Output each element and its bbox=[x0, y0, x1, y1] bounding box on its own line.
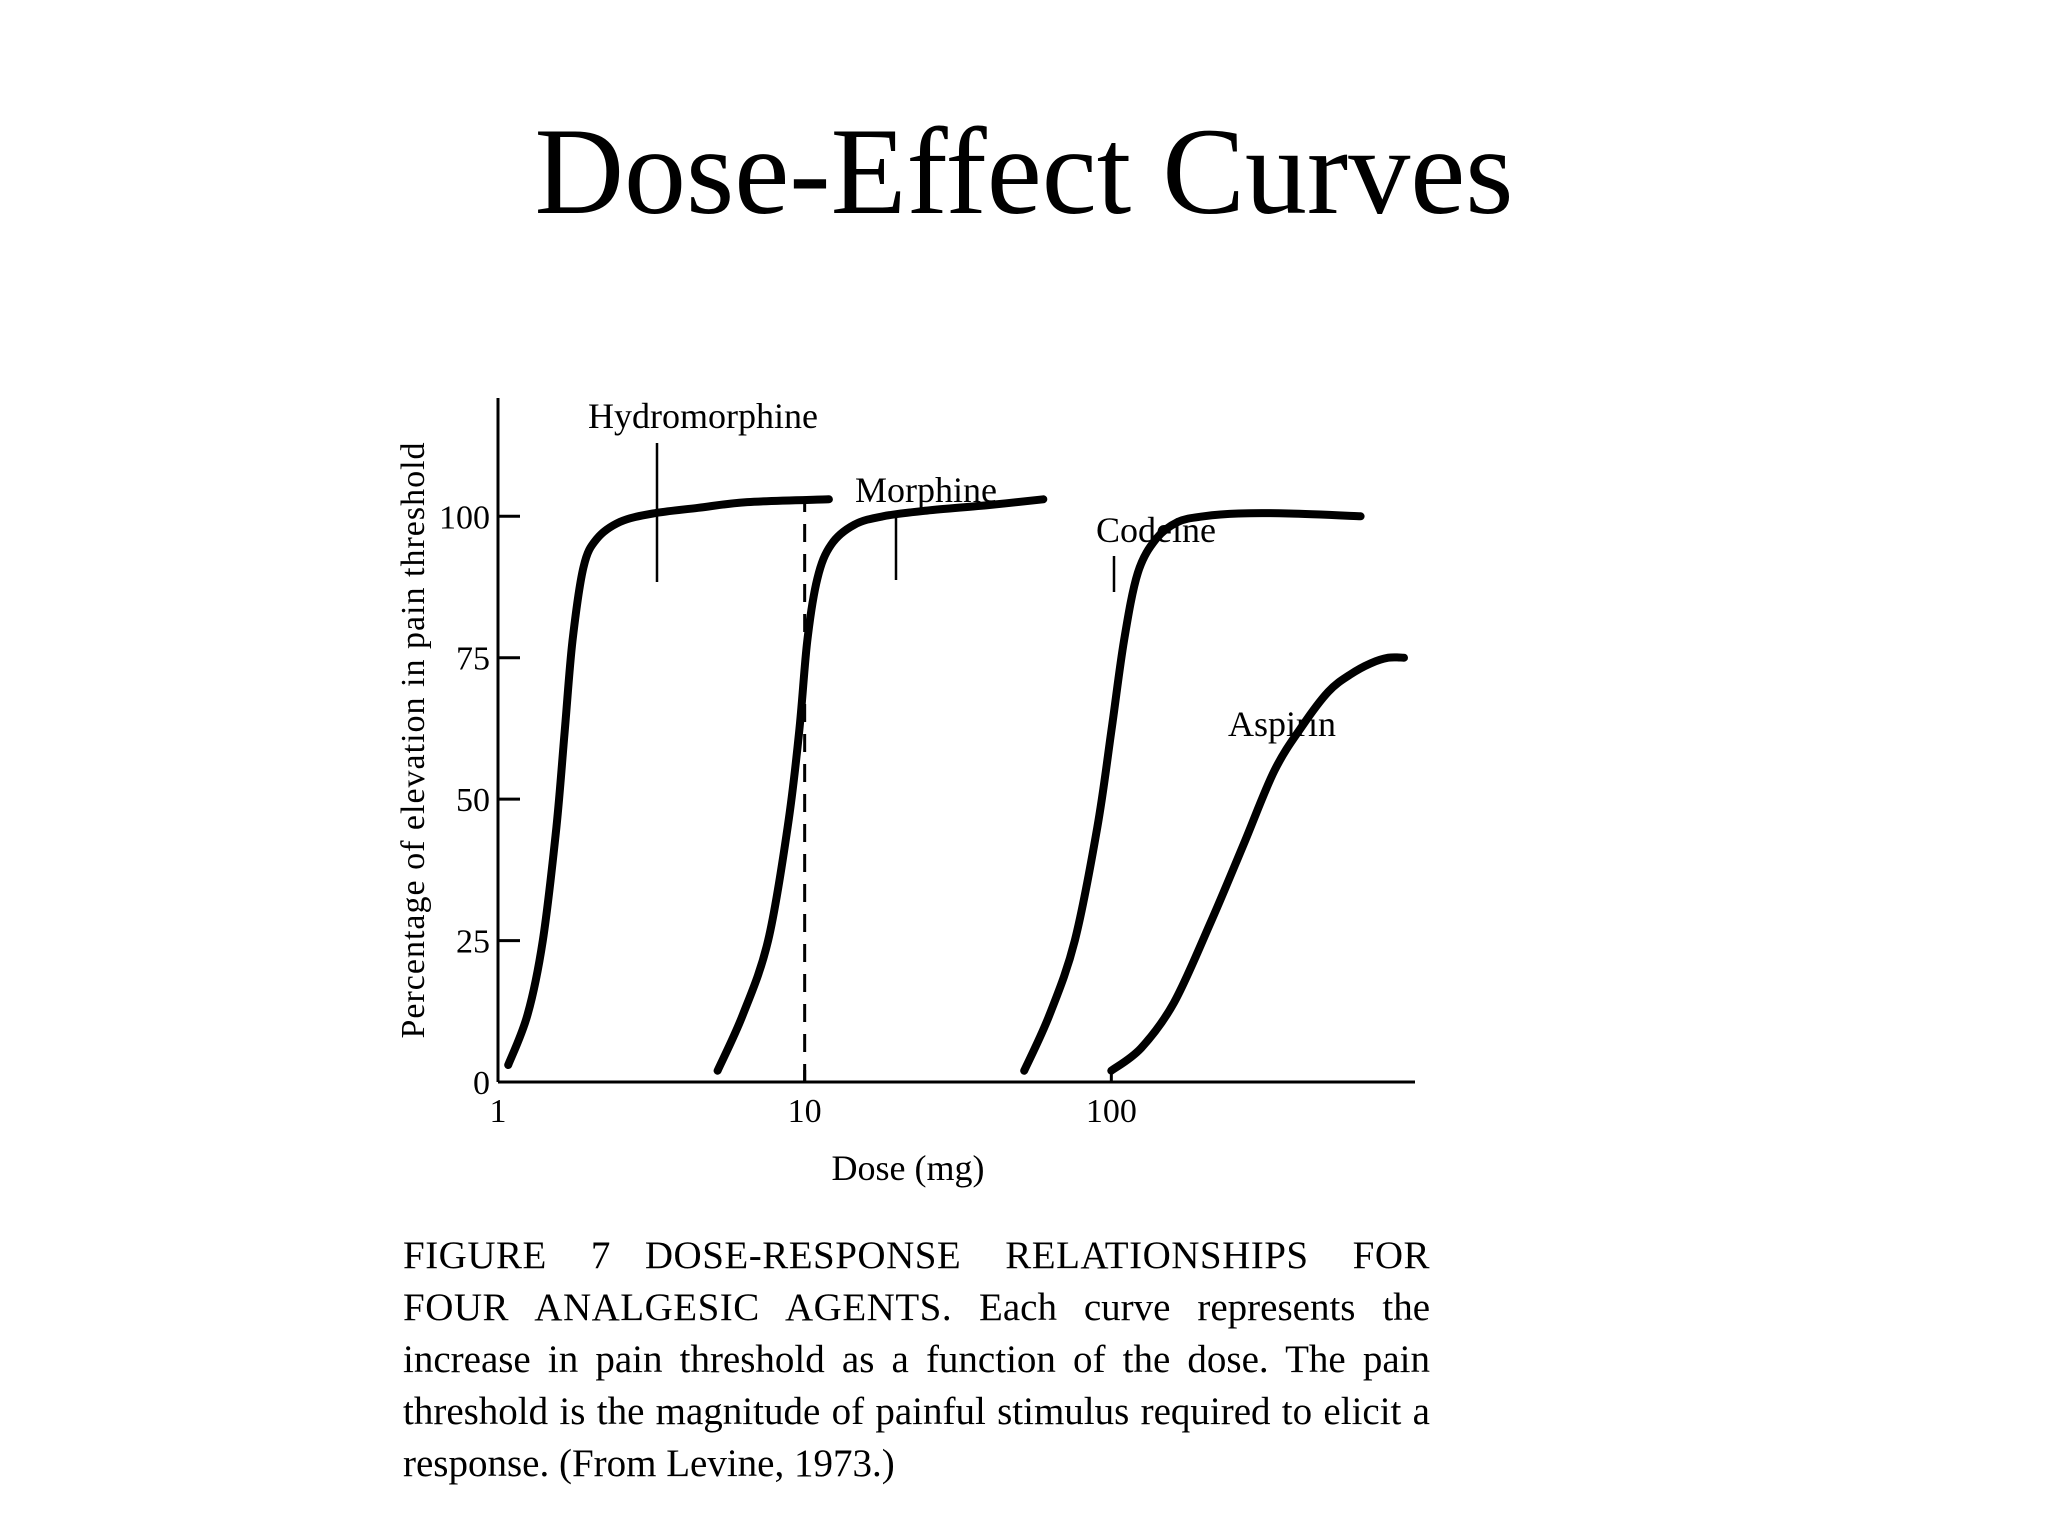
y-tick-label-50: 50 bbox=[456, 782, 490, 819]
series-line-morphine bbox=[713, 495, 1048, 1075]
slide-title: Dose-Effect Curves bbox=[534, 103, 1514, 240]
figure-caption: FIGURE 7 DOSE-RESPONSE RELATIONSHIPS FOR … bbox=[403, 1230, 1430, 1490]
y-ticks: 0 25 50 75 100 bbox=[439, 499, 520, 1102]
annotation-morphine: Morphine bbox=[855, 470, 997, 510]
annotation-hydromorphine: Hydromorphine bbox=[588, 396, 818, 436]
caption-body: Each curve represents the increase in pa… bbox=[403, 1286, 1431, 1485]
x-tick-label-1: 1 bbox=[490, 1093, 507, 1130]
y-axis-label: Percentage of elevation in pain threshol… bbox=[395, 441, 432, 1038]
series-line-hydromorphine bbox=[504, 495, 833, 1069]
axes bbox=[496, 398, 1415, 1084]
annotation-aspirin: Aspirin bbox=[1228, 704, 1336, 744]
y-tick-label-100: 100 bbox=[439, 499, 490, 536]
y-tick-label-25: 25 bbox=[456, 924, 490, 961]
x-axis-label: Dose (mg) bbox=[832, 1148, 985, 1188]
y-tick-label-75: 75 bbox=[456, 641, 490, 678]
y-tick-label-0: 0 bbox=[473, 1065, 490, 1102]
x-tick-label-100: 100 bbox=[1086, 1093, 1137, 1130]
x-tick-label-10: 10 bbox=[788, 1093, 822, 1130]
caption-heading: DOSE-RESPONSE RELATIONSHIPS FOR FOUR ANA… bbox=[403, 1234, 1430, 1329]
series-lines bbox=[504, 495, 1408, 1075]
caption-label: FIGURE 7 bbox=[403, 1234, 611, 1277]
series-line-aspirin bbox=[1107, 653, 1408, 1075]
x-ticks: 1 10 100 bbox=[490, 1070, 1137, 1130]
curve-annotations: Hydromorphine Morphine Codeine Aspirin bbox=[588, 396, 1336, 744]
series-line-codeine bbox=[1020, 509, 1365, 1075]
annotation-codeine: Codeine bbox=[1096, 510, 1216, 550]
